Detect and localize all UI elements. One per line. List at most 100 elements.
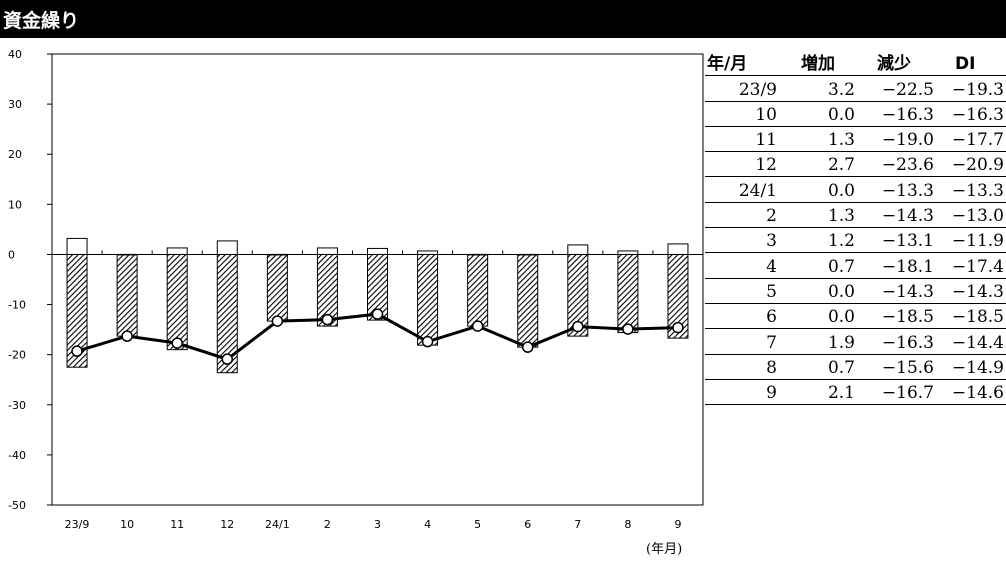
table-header-cell: 年/月 — [707, 54, 748, 75]
x-tick-label: 12 — [220, 518, 234, 531]
table-cell: −17.4 — [951, 256, 1004, 277]
plot-area: 40 30 20 10 0 -10 -20 -30 -40 -50 23/9 10 11 12 24/1 2 3… — [8, 48, 704, 531]
bar-decrease — [116, 253, 138, 337]
bar-increase — [567, 244, 589, 255]
table-cell: −13.0 — [951, 206, 1004, 227]
di-point — [471, 320, 484, 332]
table-cell: 6 — [766, 307, 777, 328]
table-cell: 5 — [766, 281, 777, 302]
table-row: 5 0.0 −14.3 −14.3 — [705, 279, 1006, 304]
di-point — [572, 320, 584, 333]
table-row: 3 1.2 −13.1 −11.9 — [705, 228, 1006, 254]
table-cell: 1.2 — [827, 231, 855, 252]
table-cell: 0.0 — [827, 104, 855, 125]
di-point — [421, 335, 434, 348]
di-point — [271, 315, 284, 327]
bar-decrease — [467, 253, 489, 327]
x-tick-label: 23/9 — [65, 518, 90, 531]
chart-title: 資金繰り — [3, 10, 80, 32]
table-cell: −13.1 — [881, 231, 934, 252]
di-point — [371, 308, 384, 320]
bar-increase — [66, 237, 88, 255]
table-cell: 24/1 — [738, 180, 777, 201]
table-cell: −11.9 — [951, 231, 1004, 252]
table-cell: 0.7 — [827, 357, 855, 378]
y-tick-label: -10 — [8, 299, 26, 312]
bar-decrease — [517, 253, 539, 348]
table-cell: −18.1 — [881, 256, 934, 277]
bar-increase — [316, 247, 338, 255]
data-table: 年/月 増加 減少 DI 23/9 3.2 −22.5 −19.3 10 0.0 −16.3 −16.… — [705, 51, 1006, 406]
plot-frame — [51, 53, 704, 506]
table-cell: 7 — [766, 332, 777, 353]
x-tick-label: 6 — [524, 518, 531, 531]
table-cell: −14.9 — [951, 357, 1004, 378]
bar-decrease — [166, 253, 188, 351]
table-cell: −16.7 — [881, 383, 934, 404]
table-row: 4 0.7 −18.1 −17.4 — [705, 253, 1006, 279]
di-point — [121, 330, 133, 342]
x-tick-label: 4 — [424, 518, 431, 531]
y-tick-label: -20 — [8, 349, 26, 362]
table-row: 11 1.3 −19.0 −17.7 — [705, 127, 1006, 153]
di-point — [71, 345, 83, 357]
y-tick-label: -40 — [8, 449, 26, 462]
table-cell: 0.7 — [827, 256, 855, 277]
di-point — [672, 321, 684, 334]
table-cell: 2 — [766, 206, 777, 227]
table-cell: −14.3 — [881, 206, 934, 227]
table-cell: 3.2 — [827, 79, 855, 100]
table-cell: 8 — [766, 357, 777, 378]
table-cell: −13.3 — [951, 180, 1004, 201]
table-cell: 23/9 — [738, 79, 777, 100]
bar-increase — [216, 240, 238, 255]
table-cell: 3 — [766, 231, 777, 252]
chart: 40 30 20 10 0 -10 -20 -30 -40 -50 23/9 10 11 12 24/1 2 3… — [8, 48, 704, 531]
table-cell: 2.7 — [827, 155, 855, 176]
bar-increase — [417, 250, 439, 255]
table-header-cell: 増加 — [801, 54, 835, 75]
table-cell: −19.3 — [951, 79, 1004, 100]
table-cell: 4 — [766, 256, 777, 277]
bar-increase — [166, 247, 188, 255]
bar-increase — [617, 250, 639, 255]
table-row: 24/1 0.0 −13.3 −13.3 — [705, 177, 1006, 203]
y-tick-label: -30 — [8, 399, 26, 412]
table-cell: 0.0 — [827, 307, 855, 328]
table-cell: −16.3 — [881, 104, 934, 125]
table-row: 8 0.7 −15.6 −14.9 — [705, 355, 1006, 380]
table-cell: −13.3 — [881, 180, 934, 201]
x-tick-label: 5 — [474, 518, 481, 531]
table-cell: 9 — [766, 383, 777, 404]
table-cell: 1.3 — [827, 206, 855, 227]
table-cell: −18.5 — [881, 307, 934, 328]
table-cell: 11 — [755, 130, 777, 151]
x-tick-label: 11 — [170, 518, 184, 531]
table-header-cell: DI — [955, 54, 976, 75]
y-tick-label: -50 — [8, 499, 26, 512]
table-cell: 1.9 — [827, 332, 855, 353]
table-cell: −23.6 — [881, 155, 934, 176]
table-cell: 10 — [755, 104, 777, 125]
x-tick-label: 8 — [624, 518, 631, 531]
y-tick-label: 40 — [8, 48, 22, 61]
table-row: 10 0.0 −16.3 −16.3 — [705, 102, 1006, 127]
table-row: 23/9 3.2 −22.5 −19.3 — [705, 76, 1006, 102]
table-cell: −14.3 — [951, 281, 1004, 302]
table-row: 12 2.7 −23.6 −20.9 — [705, 152, 1006, 178]
di-point — [521, 341, 534, 353]
table-row: 6 0.0 −18.5 −18.5 — [705, 304, 1006, 330]
table-row: 2 1.3 −14.3 −13.0 — [705, 203, 1006, 229]
table-cell: −14.3 — [881, 281, 934, 302]
di-point — [171, 337, 183, 349]
bar-decrease — [417, 253, 439, 346]
table-header-row: 年/月 増加 減少 DI — [705, 51, 1006, 77]
table-cell: −18.5 — [951, 307, 1004, 328]
bar-increase — [367, 247, 388, 255]
bar-decrease — [266, 253, 288, 322]
table-cell: 0.0 — [827, 281, 855, 302]
title-bar: 資金繰り — [0, 0, 1006, 38]
y-tick-label: 0 — [8, 248, 15, 261]
x-tick-label: 3 — [374, 518, 381, 531]
x-tick-label: 7 — [574, 518, 581, 531]
